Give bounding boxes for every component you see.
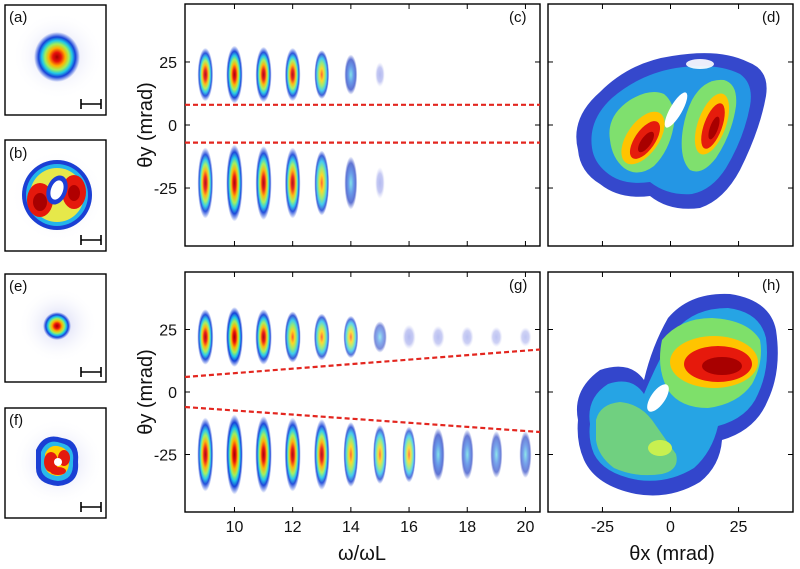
panel-h-label: (h) xyxy=(762,277,780,294)
panel-d-label: (d) xyxy=(762,9,780,26)
harmonic-13-upper-lobe xyxy=(313,313,330,361)
dashed-line-upper xyxy=(184,348,541,379)
panel-e-label: (e) xyxy=(9,278,27,295)
harmonic-10-upper-lobe xyxy=(225,307,243,367)
dashed-line-lower xyxy=(184,405,541,434)
panel-c-ylabel: θy (mrad) xyxy=(135,82,157,168)
harmonic-18-upper-lobe xyxy=(461,326,474,348)
panel-g-ylabel: θy (mrad) xyxy=(135,349,157,435)
panel-c-harmonics xyxy=(197,45,385,222)
panel-g-harmonics xyxy=(197,307,532,495)
harmonic-11-lower-lobe xyxy=(255,416,272,493)
harmonic-12-upper-lobe xyxy=(284,311,301,363)
panel-b-label: (b) xyxy=(9,145,27,162)
harmonic-12-lower-lobe xyxy=(284,147,301,219)
xtick-label-20: 20 xyxy=(517,519,535,536)
panel-g-yticks: 25 0 -25 xyxy=(154,323,540,465)
harmonic-10-lower-lobe xyxy=(225,414,243,495)
harmonic-19-lower-lobe xyxy=(490,431,503,478)
harmonic-14-lower-lobe xyxy=(343,422,359,487)
panel-c: 25 0 -25 (c) θy (mrad) xyxy=(135,3,541,247)
harmonic-9-lower-lobe xyxy=(197,417,214,492)
panel-f-label: (f) xyxy=(9,412,23,429)
panel-c-frame xyxy=(184,3,541,247)
harmonic-12-lower-lobe xyxy=(284,417,301,492)
harmonic-15-lower-lobe xyxy=(373,425,387,484)
xtick-label--25: -25 xyxy=(591,519,614,536)
panel-a-label: (a) xyxy=(9,9,27,26)
panel-d-xticks xyxy=(601,4,740,246)
panel-c-dashed-lines xyxy=(185,103,540,144)
harmonic-20-lower-lobe xyxy=(519,431,532,478)
harmonic-16-lower-lobe xyxy=(402,426,416,483)
panel-a: (a) xyxy=(4,4,107,116)
panel-d: (d) xyxy=(547,3,794,247)
panel-c-yticks: 25 0 -25 xyxy=(154,55,540,198)
harmonic-17-upper-lobe xyxy=(431,325,445,349)
panel-f-heatmap xyxy=(12,418,104,506)
panel-b-heatmap xyxy=(11,150,105,242)
ytick-label--25: -25 xyxy=(154,181,177,198)
harmonic-20-upper-lobe xyxy=(519,327,532,347)
harmonic-11-upper-lobe xyxy=(255,309,272,365)
harmonic-13-lower-lobe xyxy=(314,150,330,216)
harmonic-14-upper-lobe xyxy=(343,315,359,359)
harmonic-9-upper-lobe xyxy=(197,47,214,102)
xtick-label-10: 10 xyxy=(226,519,244,536)
harmonic-11-lower-lobe xyxy=(255,145,272,220)
xtick-label-12: 12 xyxy=(284,519,302,536)
panel-g-frame xyxy=(184,271,541,513)
harmonic-18-lower-lobe xyxy=(461,429,474,480)
xtick-label-14: 14 xyxy=(342,519,360,536)
ytick-label-0: 0 xyxy=(168,118,177,135)
ytick-label-25: 25 xyxy=(159,323,177,340)
panel-e-heatmap xyxy=(18,287,98,363)
panel-h-yticks xyxy=(548,329,793,455)
panel-d-heatmap xyxy=(576,53,767,209)
xtick-label-16: 16 xyxy=(400,519,418,536)
panel-g-label: (g) xyxy=(509,277,527,294)
panel-c-label: (c) xyxy=(509,9,527,26)
xtick-label-0: 0 xyxy=(666,519,675,536)
harmonic-11-upper-lobe xyxy=(255,46,272,103)
harmonic-16-upper-lobe xyxy=(402,324,416,350)
harmonic-9-upper-lobe xyxy=(197,309,214,365)
harmonic-10-upper-lobe xyxy=(226,45,243,104)
harmonic-13-lower-lobe xyxy=(313,419,330,490)
harmonic-9-lower-lobe xyxy=(197,147,214,219)
panel-b: (b) xyxy=(4,139,107,252)
harmonic-19-upper-lobe xyxy=(490,326,503,348)
panel-g-dashed-lines xyxy=(184,348,541,434)
panel-h-xlabel: θx (mrad) xyxy=(629,543,715,565)
panel-g-xticks: 10 12 14 16 18 20 xyxy=(226,272,535,536)
xtick-label-25: 25 xyxy=(730,519,748,536)
ytick-label--25: -25 xyxy=(154,448,177,465)
panel-g-xlabel: ω/ωL xyxy=(338,543,386,565)
harmonic-12-upper-lobe xyxy=(284,47,301,102)
panel-a-heatmap xyxy=(12,12,104,100)
harmonic-10-lower-lobe xyxy=(226,144,243,222)
harmonic-15-upper-lobe xyxy=(373,321,387,353)
ytick-label-25: 25 xyxy=(159,55,177,72)
panel-h-heatmap xyxy=(576,293,778,496)
harmonic-13-upper-lobe xyxy=(314,50,330,100)
panel-d-yticks xyxy=(548,61,793,189)
harmonic-14-upper-lobe xyxy=(344,54,358,95)
harmonic-15-lower-lobe xyxy=(375,166,385,199)
panel-h: -25 0 25 (h) θx (mrad) xyxy=(547,271,794,565)
ytick-label-0: 0 xyxy=(168,385,177,402)
panel-h-xticks: -25 0 25 xyxy=(591,272,748,536)
panel-e: (e) xyxy=(4,273,107,383)
harmonic-15-upper-lobe xyxy=(375,62,385,87)
harmonic-17-lower-lobe xyxy=(431,428,445,481)
panel-f: (f) xyxy=(4,407,107,519)
harmonic-14-lower-lobe xyxy=(344,156,358,210)
panel-g: 25 0 -25 10 12 14 16 18 20 (g) θy (mrad) ω/ωL xyxy=(135,271,541,565)
xtick-label-18: 18 xyxy=(458,519,476,536)
panel-c-xticks xyxy=(233,4,526,246)
